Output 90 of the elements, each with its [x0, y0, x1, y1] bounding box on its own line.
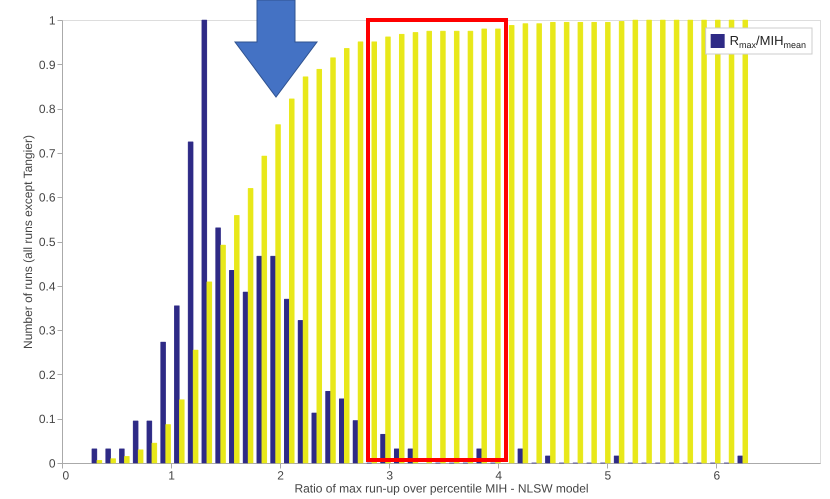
x-tick-label: 1 — [168, 468, 176, 482]
bar — [110, 458, 116, 464]
x-axis-title: Ratio of max run-up over percentile MIH - NLSW model — [294, 482, 589, 496]
bar — [518, 448, 524, 464]
bar — [545, 456, 551, 464]
bar — [302, 76, 308, 464]
bar — [242, 292, 248, 464]
bar — [715, 20, 721, 464]
bar — [578, 22, 584, 464]
bar — [468, 30, 474, 464]
bar — [522, 23, 528, 464]
bar — [289, 98, 295, 464]
y-tick-label: 1 — [48, 14, 56, 28]
y-tick-label: 0.8 — [38, 102, 56, 116]
y-tick-label: 0.7 — [38, 146, 56, 160]
bar — [454, 30, 460, 464]
bar — [674, 20, 680, 464]
bar — [124, 456, 130, 464]
bar — [339, 398, 345, 464]
bar — [152, 442, 158, 464]
x-tick-label: 5 — [604, 468, 612, 482]
bar — [248, 188, 254, 464]
bar — [119, 448, 125, 464]
bar — [688, 20, 694, 464]
bar — [146, 420, 152, 464]
bar — [165, 424, 171, 464]
bar — [495, 28, 501, 464]
bar — [325, 390, 331, 464]
bar — [614, 456, 620, 464]
bar — [262, 156, 268, 464]
bar — [220, 244, 226, 464]
y-tick-label: 0 — [48, 456, 56, 470]
bar — [316, 68, 322, 464]
y-tick-label: 0.3 — [38, 324, 56, 338]
y-axis-title: Number of runs (all runs except Tangier) — [20, 135, 35, 349]
bar — [192, 350, 198, 464]
bar — [508, 25, 514, 464]
bar — [270, 256, 276, 464]
bar — [591, 22, 597, 464]
bar — [412, 32, 418, 464]
bar — [344, 48, 350, 464]
bar — [92, 448, 98, 464]
y-tick-label: 0.2 — [38, 368, 56, 382]
bar — [298, 320, 304, 464]
bar — [632, 20, 638, 464]
bar — [160, 342, 166, 464]
bar — [138, 449, 144, 464]
bar — [132, 420, 138, 464]
bar — [256, 256, 262, 464]
bar — [202, 20, 208, 464]
bar — [174, 305, 180, 464]
bar — [646, 20, 652, 464]
bar — [234, 215, 240, 464]
x-tick-label: 0 — [62, 468, 70, 482]
bar — [550, 22, 556, 464]
bar — [284, 298, 290, 464]
y-tick-label: 0.5 — [38, 235, 56, 249]
bar — [371, 41, 377, 464]
bar — [738, 456, 744, 464]
bar — [701, 20, 707, 464]
bar — [426, 30, 432, 464]
bar — [358, 41, 364, 464]
bar — [330, 57, 336, 464]
bar — [105, 448, 111, 464]
bar — [96, 460, 102, 464]
bar — [206, 282, 212, 464]
x-tick-label: 2 — [277, 468, 284, 482]
bar — [352, 420, 358, 464]
bar — [188, 142, 194, 464]
bar — [440, 30, 446, 464]
bar — [660, 20, 666, 464]
bar — [312, 412, 318, 464]
bar — [536, 23, 542, 464]
x-tick-label: 6 — [714, 468, 721, 482]
y-tick-label: 0.4 — [38, 279, 56, 294]
y-tick-label: 0.6 — [38, 190, 56, 205]
y-tick-label: 0.9 — [38, 58, 56, 72]
bar — [275, 124, 281, 464]
bar — [385, 36, 391, 464]
bar — [398, 34, 404, 464]
bar — [179, 399, 185, 464]
y-tick-label: 0.1 — [38, 412, 56, 426]
bar — [481, 28, 487, 464]
bar — [605, 22, 611, 464]
bar — [564, 22, 570, 464]
x-tick-label: 3 — [386, 468, 394, 482]
x-tick-label: 4 — [495, 468, 502, 482]
bar — [618, 21, 624, 464]
bar — [229, 270, 235, 464]
bar — [215, 228, 221, 464]
